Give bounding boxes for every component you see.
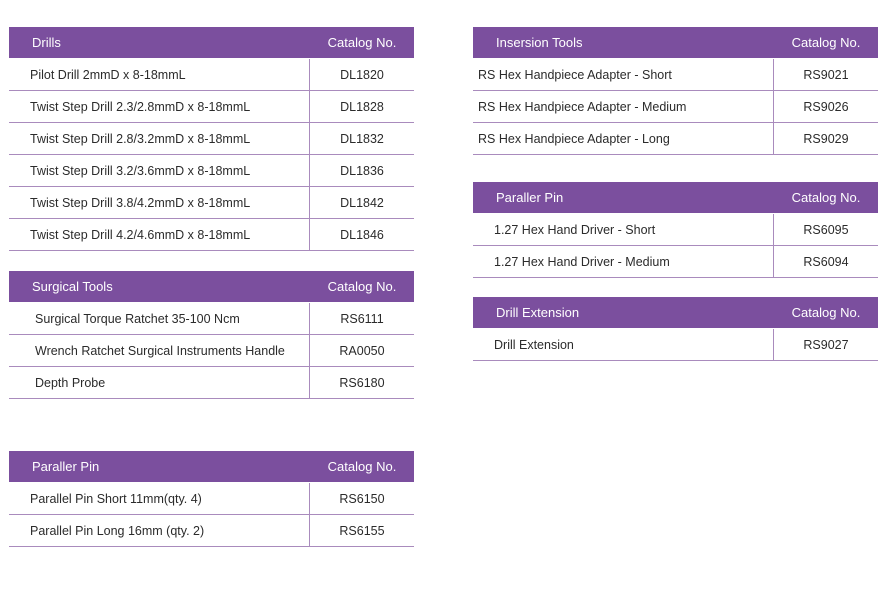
table-row: 1.27 Hex Hand Driver - Short RS6095 [473, 214, 878, 246]
table-row: Twist Step Drill 4.2/4.6mmD x 8-18mmL DL1… [9, 219, 414, 251]
product-name: Parallel Pin Short 11mm(qty. 4) [30, 491, 202, 506]
catalog-number: RS6180 [309, 367, 414, 398]
product-name: Surgical Torque Ratchet 35-100 Ncm [35, 311, 240, 326]
table-row: Surgical Torque Ratchet 35-100 Ncm RS6111 [9, 303, 414, 335]
table-header: Surgical Tools Catalog No. [9, 271, 414, 303]
table-row: 1.27 Hex Hand Driver - Medium RS6094 [473, 246, 878, 278]
product-name: 1.27 Hex Hand Driver - Medium [494, 254, 670, 269]
table-title: Paraller Pin [32, 459, 100, 474]
table-header: Paraller Pin Catalog No. [473, 182, 878, 214]
table-title: Drills [32, 35, 61, 50]
table-header: Drill Extension Catalog No. [473, 297, 878, 329]
product-name: Twist Step Drill 4.2/4.6mmD x 8-18mmL [30, 227, 251, 242]
catalog-number: DL1832 [309, 123, 414, 154]
catalog-column-header: Catalog No. [791, 305, 861, 320]
catalog-number: RS9029 [773, 123, 878, 154]
paraller-pin-table-left: Paraller Pin Catalog No. Parallel Pin Shor… [9, 451, 414, 547]
catalog-number: RS9026 [773, 91, 878, 122]
table-row: RS Hex Handpiece Adapter - Short RS9021 [473, 59, 878, 91]
catalog-number: RS6111 [309, 303, 414, 334]
product-name: RS Hex Handpiece Adapter - Short [478, 67, 672, 82]
catalog-number: RS6094 [773, 246, 878, 277]
catalog-number: DL1836 [309, 155, 414, 186]
catalog-column-header: Catalog No. [791, 190, 861, 205]
paraller-pin-table-right: Paraller Pin Catalog No. 1.27 Hex Hand Dri… [473, 182, 878, 278]
insertion-tools-table: Insersion Tools Catalog No. RS Hex Handpie… [473, 27, 878, 155]
table-row: Wrench Ratchet Surgical Instruments Hand… [9, 335, 414, 367]
table-title: Surgical Tools [32, 279, 113, 294]
catalog-column-header: Catalog No. [791, 35, 861, 50]
catalog-number: RS6150 [309, 483, 414, 514]
product-name: Depth Probe [35, 375, 106, 390]
surgical-tools-table: Surgical Tools Catalog No. Surgical Torque… [9, 271, 414, 399]
table-row: Pilot Drill 2mmD x 8-18mmL DL1820 [9, 59, 414, 91]
catalog-number: RS9021 [773, 59, 878, 90]
drill-extension-table: Drill Extension Catalog No. Drill Extensio… [473, 297, 878, 361]
product-name: Twist Step Drill 3.8/4.2mmD x 8-18mmL [30, 195, 251, 210]
table-row: Twist Step Drill 3.2/3.6mmD x 8-18mmL DL1… [9, 155, 414, 187]
catalog-number: RA0050 [309, 335, 414, 366]
table-row: Depth Probe RS6180 [9, 367, 414, 399]
table-row: RS Hex Handpiece Adapter - Medium RS9026 [473, 91, 878, 123]
table-title: Paraller Pin [496, 190, 564, 205]
table-row: Twist Step Drill 2.8/3.2mmD x 8-18mmL DL1… [9, 123, 414, 155]
table-row: Twist Step Drill 2.3/2.8mmD x 8-18mmL DL1… [9, 91, 414, 123]
table-header: Paraller Pin Catalog No. [9, 451, 414, 483]
product-name: Twist Step Drill 2.8/3.2mmD x 8-18mmL [30, 131, 251, 146]
table-row: Parallel Pin Long 16mm (qty. 2) RS6155 [9, 515, 414, 547]
catalog-column-header: Catalog No. [327, 35, 397, 50]
product-name: Drill Extension [494, 337, 574, 352]
product-name: Wrench Ratchet Surgical Instruments Hand… [35, 343, 285, 358]
table-header: Insersion Tools Catalog No. [473, 27, 878, 59]
product-name: RS Hex Handpiece Adapter - Long [478, 131, 670, 146]
product-name: Pilot Drill 2mmD x 8-18mmL [30, 67, 186, 82]
catalog-number: RS6155 [309, 515, 414, 546]
catalog-column-header: Catalog No. [327, 459, 397, 474]
table-header: Drills Catalog No. [9, 27, 414, 59]
product-name: Twist Step Drill 3.2/3.6mmD x 8-18mmL [30, 163, 251, 178]
product-name: 1.27 Hex Hand Driver - Short [494, 222, 656, 237]
table-row: Drill Extension RS9027 [473, 329, 878, 361]
product-name: Parallel Pin Long 16mm (qty. 2) [30, 523, 205, 538]
catalog-column-header: Catalog No. [327, 279, 397, 294]
drills-table: Drills Catalog No. Pilot Drill 2mmD x 8-18… [9, 27, 414, 251]
table-title: Drill Extension [496, 305, 580, 320]
catalog-number: RS9027 [773, 329, 878, 360]
catalog-number: RS6095 [773, 214, 878, 245]
table-row: RS Hex Handpiece Adapter - Long RS9029 [473, 123, 878, 155]
catalog-number: DL1820 [309, 59, 414, 90]
table-row: Twist Step Drill 3.8/4.2mmD x 8-18mmL DL1… [9, 187, 414, 219]
table-row: Parallel Pin Short 11mm(qty. 4) RS6150 [9, 483, 414, 515]
table-title: Insersion Tools [496, 35, 583, 50]
catalog-number: DL1846 [309, 219, 414, 250]
product-name: RS Hex Handpiece Adapter - Medium [478, 99, 687, 114]
catalog-number: DL1828 [309, 91, 414, 122]
product-name: Twist Step Drill 2.3/2.8mmD x 8-18mmL [30, 99, 251, 114]
catalog-number: DL1842 [309, 187, 414, 218]
